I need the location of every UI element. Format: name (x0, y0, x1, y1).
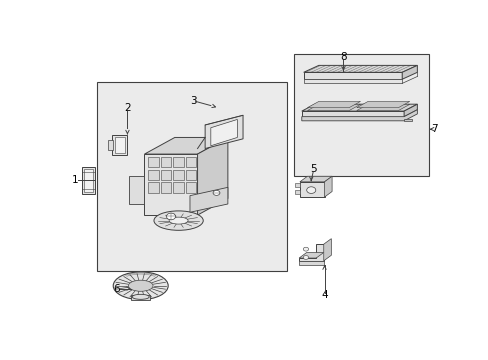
Circle shape (306, 187, 315, 193)
Bar (294, 54, 428, 176)
Polygon shape (301, 104, 416, 111)
Bar (173, 157, 183, 167)
Bar (84, 169, 92, 192)
Polygon shape (303, 72, 401, 79)
Polygon shape (403, 118, 411, 121)
Bar (173, 170, 183, 180)
Bar (161, 183, 171, 193)
Polygon shape (197, 138, 227, 215)
Polygon shape (299, 252, 323, 258)
Text: 6: 6 (113, 284, 119, 293)
Text: 4: 4 (321, 291, 327, 301)
Bar (295, 190, 299, 194)
Polygon shape (301, 110, 416, 121)
Bar (108, 140, 113, 150)
Polygon shape (82, 167, 95, 194)
Ellipse shape (113, 272, 168, 300)
Polygon shape (324, 176, 331, 197)
Polygon shape (205, 115, 243, 149)
Polygon shape (112, 135, 127, 156)
Polygon shape (356, 104, 409, 111)
Circle shape (213, 190, 220, 195)
Polygon shape (403, 104, 416, 117)
Bar (97, 82, 286, 270)
Text: 7: 7 (430, 124, 436, 134)
Polygon shape (144, 154, 197, 215)
Polygon shape (210, 120, 237, 146)
Polygon shape (303, 66, 416, 72)
Polygon shape (189, 187, 227, 212)
Ellipse shape (132, 294, 149, 299)
Polygon shape (301, 111, 403, 117)
Bar (161, 157, 171, 167)
Polygon shape (299, 176, 331, 182)
Ellipse shape (128, 280, 153, 291)
Polygon shape (144, 138, 227, 154)
Bar (161, 170, 171, 180)
Bar (148, 157, 159, 167)
Text: 5: 5 (309, 164, 316, 174)
Bar (295, 183, 299, 187)
Circle shape (166, 213, 175, 220)
Bar (148, 170, 159, 180)
Polygon shape (303, 79, 401, 84)
Polygon shape (299, 244, 323, 261)
Bar (114, 138, 125, 153)
Polygon shape (307, 104, 360, 111)
Text: 8: 8 (340, 52, 346, 62)
Circle shape (303, 256, 308, 260)
Bar (185, 157, 196, 167)
Polygon shape (299, 261, 323, 265)
Bar (148, 183, 159, 193)
Bar (173, 183, 183, 193)
Polygon shape (323, 239, 331, 261)
Ellipse shape (154, 211, 203, 230)
Text: 1: 1 (72, 175, 79, 185)
Polygon shape (401, 66, 416, 79)
Circle shape (303, 247, 308, 251)
Ellipse shape (169, 217, 188, 224)
Polygon shape (307, 102, 360, 108)
Bar (185, 170, 196, 180)
Polygon shape (129, 176, 144, 204)
Text: 3: 3 (189, 96, 196, 105)
Text: 2: 2 (124, 103, 130, 113)
Bar (185, 183, 196, 193)
Polygon shape (299, 182, 324, 197)
Polygon shape (131, 296, 150, 300)
Polygon shape (356, 102, 409, 108)
